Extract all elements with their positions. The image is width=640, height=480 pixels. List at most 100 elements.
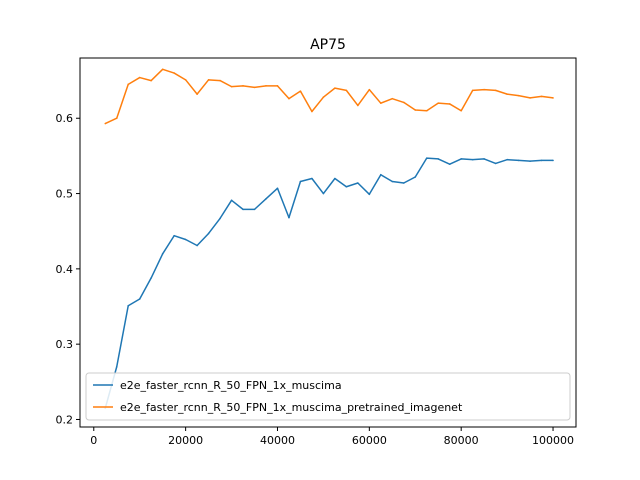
series-1-point — [115, 365, 118, 368]
y-tick-label: 0.2 — [56, 413, 74, 426]
x-tick-label: 40000 — [260, 434, 295, 447]
series-1-point — [425, 157, 428, 159]
series-1-point — [437, 158, 440, 160]
series-1-point — [345, 185, 348, 188]
series-2-point — [460, 109, 462, 112]
series-2-point — [115, 117, 118, 120]
series-2-point — [357, 104, 359, 107]
series-2-point — [138, 76, 141, 79]
chart-title: AP75 — [310, 37, 346, 53]
series-1-point — [357, 182, 359, 184]
series-2-point — [299, 90, 302, 92]
series-2-point — [288, 97, 290, 100]
series-1-point — [288, 216, 290, 219]
series-2-point — [219, 79, 221, 82]
series-2-point — [552, 97, 554, 99]
series-2-point — [276, 85, 279, 87]
series-1-point — [219, 217, 221, 220]
series-1-point — [242, 208, 244, 211]
x-tick-label: 60000 — [352, 434, 387, 447]
series-1-point — [207, 232, 210, 235]
series-1-point — [448, 163, 451, 165]
series-1-point — [311, 177, 313, 180]
series-2-point — [104, 122, 107, 125]
series-2-point — [173, 72, 175, 74]
y-tick-label: 0.6 — [56, 112, 74, 125]
series-1-point — [529, 160, 531, 162]
legend-box — [85, 372, 571, 421]
series-2-point — [448, 103, 451, 105]
series-1-point — [161, 253, 164, 255]
series-2-point — [483, 88, 485, 91]
series-1-point — [173, 234, 175, 237]
plot-area — [104, 68, 554, 409]
series-2-point — [506, 93, 508, 95]
x-tick-label: 20000 — [168, 434, 203, 447]
series-2-point — [207, 79, 210, 81]
series-2-point — [242, 85, 244, 87]
series-line-1 — [104, 157, 554, 409]
series-1-point — [299, 180, 302, 183]
series-2-point — [494, 89, 497, 92]
axes-frame — [79, 57, 577, 428]
series-2-point — [529, 97, 531, 99]
series-2-point — [322, 96, 325, 98]
series-2-point — [230, 85, 233, 88]
series-1-point — [322, 192, 325, 195]
series-1-point — [196, 244, 198, 247]
series-2-point — [471, 89, 474, 92]
series-1-point — [265, 198, 267, 200]
series-1-point — [276, 187, 279, 190]
series-2-point — [253, 86, 256, 89]
series-1-point — [253, 208, 256, 211]
series-1-point — [184, 238, 187, 241]
series-2-point — [402, 101, 405, 104]
series-1-point — [138, 298, 141, 300]
series-2-point — [517, 94, 520, 97]
series-1-point — [402, 182, 405, 184]
legend-label-series-2: e2e_faster_rcnn_R_50_FPN_1x_muscima_pret… — [120, 401, 463, 414]
legend: e2e_faster_rcnn_R_50_FPN_1x_muscima e2e_… — [85, 372, 571, 421]
series-1-point — [506, 158, 508, 161]
series-2-point — [414, 109, 417, 111]
series-2-point — [380, 102, 382, 104]
series-1-point — [460, 158, 462, 160]
series-2-point — [334, 87, 336, 89]
series-1-point — [414, 176, 417, 178]
series-2-point — [196, 93, 198, 95]
series-1-point — [552, 159, 554, 162]
x-tick-label: 0 — [90, 434, 97, 447]
series-1-point — [391, 180, 394, 183]
series-2-point — [265, 85, 267, 87]
y-tick-label: 0.5 — [56, 188, 74, 201]
series-1-point — [127, 304, 130, 307]
series-1-point — [368, 193, 371, 196]
series-2-point — [184, 79, 187, 81]
x-tick-label: 100000 — [532, 434, 574, 447]
series-2-point — [437, 102, 440, 104]
series-2-point — [150, 79, 152, 82]
series-2-point — [540, 95, 543, 98]
x-tick-label: 80000 — [444, 434, 479, 447]
series-2-point — [345, 89, 348, 92]
series-2-point — [161, 68, 164, 71]
series-2-point — [391, 97, 394, 100]
series-1-point — [471, 158, 474, 161]
series-1-point — [540, 159, 543, 162]
series-1-point — [517, 159, 520, 162]
legend-label-series-1: e2e_faster_rcnn_R_50_FPN_1x_muscima — [120, 379, 342, 392]
series-1-point — [150, 277, 152, 279]
x-axis: 0 20000 40000 60000 80000 100000 — [90, 427, 574, 447]
series-1-point — [334, 177, 336, 180]
series-2-point — [368, 88, 371, 91]
series-2-point — [311, 110, 313, 113]
series-line-2 — [104, 68, 554, 125]
series-1-point — [230, 199, 233, 202]
series-1-point — [380, 173, 382, 176]
y-tick-label: 0.4 — [56, 263, 74, 276]
series-2-point — [127, 83, 130, 86]
series-1-point — [483, 158, 485, 160]
y-tick-label: 0.3 — [56, 338, 74, 351]
series-2-point — [425, 109, 428, 112]
